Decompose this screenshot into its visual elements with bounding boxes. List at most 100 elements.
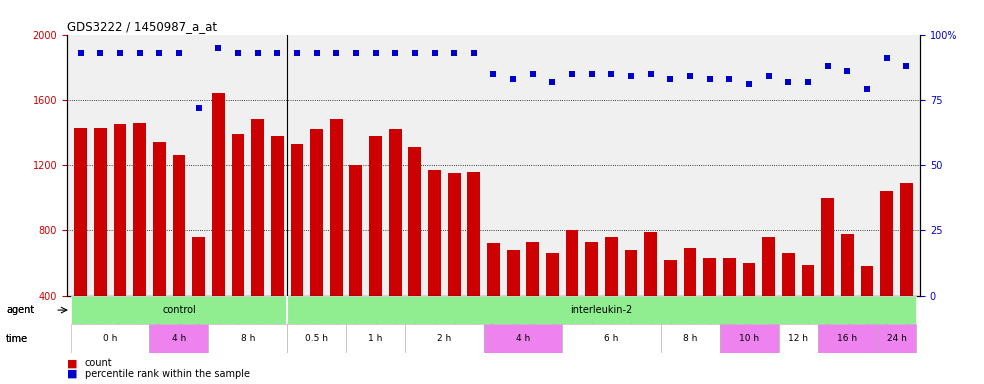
Point [839,68,855,74]
Bar [546,253,559,361]
Point [152,50,167,56]
Bar [605,237,618,361]
Bar [287,296,916,324]
Bar [487,243,500,361]
Point [564,71,580,77]
Point [584,71,599,77]
Bar [566,230,579,361]
Bar [389,129,401,361]
Text: 10 h: 10 h [739,334,759,343]
Point [348,50,364,56]
Bar [346,324,405,353]
Bar [763,237,775,361]
Text: agent: agent [6,305,34,315]
Bar [71,324,150,353]
Point [623,73,639,79]
Bar [684,248,697,361]
Point [780,78,796,84]
Point [191,104,207,111]
Point [407,50,423,56]
Bar [526,242,539,361]
Bar [484,324,562,353]
Point [309,50,325,56]
Bar [369,136,382,361]
Bar [287,324,346,353]
Bar [900,183,913,361]
Bar [405,324,484,353]
Text: time: time [6,334,28,344]
Bar [645,232,657,361]
Bar [861,266,874,361]
Text: interleukin-2: interleukin-2 [571,305,633,315]
Text: agent: agent [6,305,34,315]
Point [211,45,226,51]
Bar [841,233,854,361]
Bar [507,250,520,361]
Bar [723,258,736,361]
Bar [822,198,834,361]
Point [270,50,285,56]
Point [721,76,737,82]
Point [92,50,108,56]
Text: 24 h: 24 h [887,334,906,343]
Text: ■: ■ [67,369,78,379]
Text: 4 h: 4 h [172,334,186,343]
Bar [704,258,716,361]
Text: 12 h: 12 h [788,334,808,343]
Bar [231,134,244,361]
Bar [877,324,916,353]
Point [329,50,344,56]
Bar [192,237,205,361]
Bar [74,127,87,361]
Point [662,76,678,82]
Point [368,50,384,56]
Bar [467,172,480,361]
Text: 8 h: 8 h [683,334,698,343]
Text: count: count [85,358,112,368]
Bar [71,296,287,324]
Point [761,73,776,79]
Bar [271,136,283,361]
Text: 4 h: 4 h [516,334,530,343]
Bar [408,147,421,361]
Point [524,71,540,77]
Point [879,55,894,61]
Bar [113,124,126,361]
Bar [660,324,719,353]
Bar [251,119,264,361]
Point [643,71,658,77]
Bar [625,250,638,361]
Point [485,71,501,77]
Text: 1 h: 1 h [368,334,383,343]
Point [289,50,305,56]
Bar [172,156,185,361]
Point [250,50,266,56]
Bar [664,260,677,361]
Bar [153,142,165,361]
Point [466,50,482,56]
Bar [782,253,795,361]
Text: 2 h: 2 h [437,334,452,343]
Text: 16 h: 16 h [837,334,857,343]
Point [388,50,403,56]
Point [800,78,816,84]
Point [859,86,875,93]
Point [544,78,560,84]
Text: GDS3222 / 1450987_a_at: GDS3222 / 1450987_a_at [67,20,217,33]
Bar [93,127,106,361]
Point [447,50,462,56]
Bar [719,324,778,353]
Point [603,71,619,77]
Point [230,50,246,56]
Bar [448,173,461,361]
Point [132,50,148,56]
Bar [818,324,877,353]
Point [505,76,521,82]
Bar [290,144,303,361]
Bar [133,123,146,361]
Text: 0 h: 0 h [103,334,117,343]
Bar [349,165,362,361]
Text: percentile rank within the sample: percentile rank within the sample [85,369,250,379]
Point [820,63,835,69]
Bar [802,265,815,361]
